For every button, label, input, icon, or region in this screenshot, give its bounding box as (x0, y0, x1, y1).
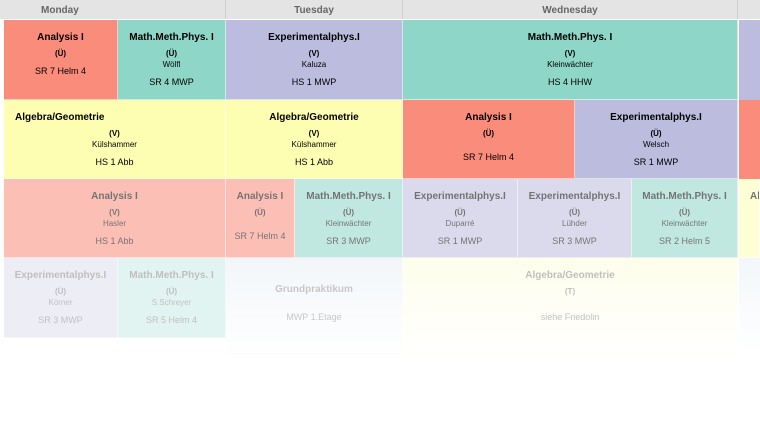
course-lecturer: Hasler (102, 219, 127, 228)
course-room: HS 1 MWP (291, 77, 337, 87)
course-kind: (Ü) (165, 49, 178, 58)
course-kind: (V) (109, 208, 120, 217)
course-kind: (Ü) (454, 208, 466, 217)
course-lecturer: Körner (48, 298, 73, 307)
course-block-edge[interactable] (739, 100, 760, 179)
course-block-edge[interactable] (739, 258, 760, 354)
course-kind: (Ü) (54, 49, 67, 58)
course-title: Analysis I (465, 112, 512, 123)
course-lecturer: Kaluza (301, 60, 327, 69)
day-header-monday: Monday (0, 0, 226, 19)
course-block[interactable]: Algebra/Geometrie (V) Külshammer HS 1 Ab… (226, 100, 403, 179)
course-title: Experimentalphys.I (414, 191, 506, 202)
course-kind: (Ü) (254, 208, 266, 217)
course-title: Algebra/Geometrie (15, 112, 105, 123)
course-lecturer: Kleinwächter (661, 219, 708, 228)
course-block[interactable]: Algebra/Geometrie (V) Külshammer HS 1 Ab… (4, 100, 226, 179)
course-block-edge[interactable] (739, 20, 760, 100)
course-room: HS 1 Abb (95, 236, 134, 246)
day-header-wednesday: Wednesday (403, 0, 738, 19)
course-lecturer: Kleinwächter (547, 60, 593, 69)
course-block[interactable]: Analysis I (Ü) SR 7 Helm 4 (4, 20, 118, 100)
course-room: SR 1 MWP (437, 236, 483, 246)
course-kind: (Ü) (482, 129, 495, 138)
course-room: HS 1 Abb (294, 157, 334, 167)
course-room: SR 7 Helm 4 (234, 231, 286, 241)
course-title: Math.Meth.Phys. I (129, 32, 214, 43)
course-block[interactable]: Analysis I (Ü) SR 7 Helm 4 (403, 100, 575, 179)
course-block[interactable]: Experimentalphys.I (V) Kaluza HS 1 MWP (226, 20, 403, 100)
course-title: Analysis I (91, 191, 138, 202)
course-block[interactable]: Analysis I (V) Hasler HS 1 Abb (4, 179, 226, 258)
course-title: Experimentalphys.I (528, 191, 621, 202)
course-room: SR 7 Helm 4 (462, 152, 515, 162)
course-lecturer: Lühder (562, 219, 587, 228)
course-kind: (V) (308, 49, 320, 58)
course-kind: (V) (564, 49, 576, 58)
course-room: SR 2 Helm 5 (658, 236, 711, 246)
day-header-thursday (738, 0, 760, 19)
course-kind: (Ü) (678, 208, 691, 217)
course-kind: (V) (308, 129, 320, 138)
course-room: SR 7 Helm 4 (34, 66, 87, 76)
course-title: Grundpraktikum (275, 284, 353, 295)
course-title: Math.Meth.Phys. I (129, 270, 214, 281)
course-block[interactable]: Experimentalphys.I (Ü) Duparré SR 1 MWP (403, 179, 518, 258)
course-room: siehe Friedolin (540, 312, 600, 322)
course-title: Experimentalphys.I (14, 270, 107, 281)
course-room: MWP 1.Etage (286, 312, 342, 322)
course-lecturer: Külshammer (291, 140, 337, 149)
course-title: Experimentalphys.I (610, 112, 702, 123)
course-lecturer: Welsch (642, 140, 670, 149)
course-kind: (V) (109, 129, 120, 138)
course-lecturer: S.Schreyer (151, 298, 192, 307)
course-room: SR 3 MWP (552, 236, 597, 246)
course-kind: (Ü) (165, 287, 178, 296)
course-block[interactable]: Math.Meth.Phys. I (Ü) Kleinwächter SR 3 … (295, 179, 403, 258)
course-title: Analysis I (236, 191, 284, 202)
course-room: HS 4 HHW (547, 77, 592, 87)
course-kind: (Ü) (342, 208, 355, 217)
course-lecturer: Duparré (445, 219, 475, 228)
course-block[interactable]: Analysis I (Ü) SR 7 Helm 4 (226, 179, 295, 258)
course-kind: (T) (564, 287, 576, 296)
course-room: SR 5 Helm 4 (145, 315, 198, 325)
course-room: SR 3 MWP (38, 315, 83, 325)
course-block[interactable]: Grundpraktikum MWP 1.Etage (226, 258, 403, 354)
course-block[interactable]: Math.Meth.Phys. I (Ü) Kleinwächter SR 2 … (632, 179, 738, 258)
course-kind: (Ü) (54, 287, 67, 296)
course-title: Algebra/Geometrie (525, 270, 615, 281)
course-title: Math.Meth.Phys. I (527, 32, 613, 43)
course-title: Math.Meth.Phys. I (642, 191, 727, 202)
course-room: HS 1 Abb (95, 157, 134, 167)
course-title-partial: Al (750, 191, 760, 202)
course-block[interactable]: Experimentalphys.I (Ü) Welsch SR 1 MWP (575, 100, 738, 179)
course-room: SR 1 MWP (633, 157, 679, 167)
course-block[interactable]: Math.Meth.Phys. I (Ü) S.Schreyer SR 5 He… (118, 258, 226, 338)
course-kind: (Ü) (650, 129, 662, 138)
course-block[interactable]: Experimentalphys.I (Ü) Körner SR 3 MWP (4, 258, 118, 338)
course-lecturer: Külshammer (92, 140, 137, 149)
course-lecturer: Kleinwächter (325, 219, 372, 228)
course-block[interactable]: Algebra/Geometrie (T) siehe Friedolin (403, 258, 738, 354)
course-kind: (Ü) (568, 208, 581, 217)
course-room: SR 3 MWP (326, 236, 371, 246)
course-title: Analysis I (37, 32, 84, 43)
course-room: SR 4 MWP (149, 77, 194, 87)
day-header-tuesday: Tuesday (226, 0, 403, 19)
course-block[interactable]: Math.Meth.Phys. I (Ü) Wölfl SR 4 MWP (118, 20, 226, 100)
course-title: Math.Meth.Phys. I (306, 191, 391, 202)
course-block[interactable]: Math.Meth.Phys. I (V) Kleinwächter HS 4 … (403, 20, 738, 100)
course-title: Experimentalphys.I (268, 32, 360, 43)
course-lecturer: Wölfl (162, 60, 181, 69)
course-title: Algebra/Geometrie (269, 112, 359, 123)
course-block[interactable]: Experimentalphys.I (Ü) Lühder SR 3 MWP (518, 179, 632, 258)
course-block-edge[interactable]: Al (739, 179, 760, 258)
